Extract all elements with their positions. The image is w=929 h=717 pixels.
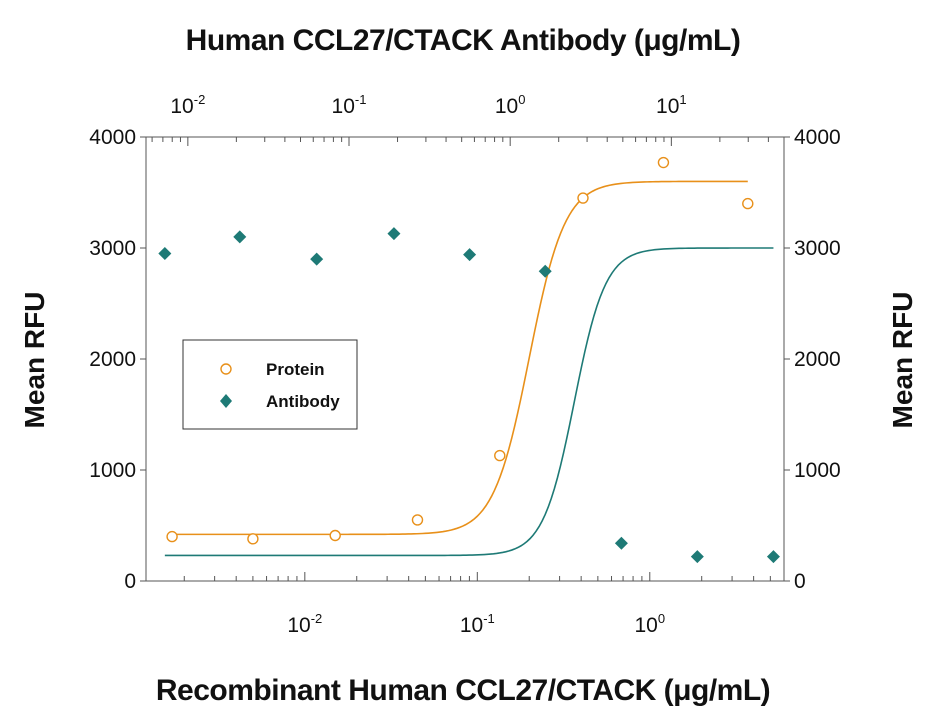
antibody-fit-curve — [164, 247, 774, 557]
left-tick-label: 4000 — [89, 126, 136, 149]
left-axis-label: Mean RFU — [19, 292, 50, 429]
top-tick-exponent: -2 — [194, 92, 206, 107]
bottom-axis-title: Recombinant Human CCL27/CTACK (μg/mL) — [156, 674, 770, 707]
protein-data-point — [494, 449, 506, 462]
legend-antibody-marker — [220, 394, 232, 408]
top-tick-label: 100 — [495, 92, 526, 118]
top-tick-label: 10-2 — [170, 92, 205, 118]
data-points — [158, 156, 780, 564]
protein-data-point — [657, 156, 670, 169]
bottom-tick-label: 100 — [634, 611, 665, 637]
bottom-tick-base: 10 — [287, 614, 310, 637]
top-tick-label: 101 — [656, 92, 687, 118]
protein-data-point — [247, 533, 259, 545]
top-tick-base: 10 — [332, 95, 355, 118]
right-tick-label: 3000 — [794, 237, 841, 260]
protein-fit-curve — [172, 180, 748, 536]
bottom-tick-exponent: -2 — [311, 611, 323, 626]
left-tick-label: 2000 — [89, 348, 136, 371]
left-tick-label: 1000 — [89, 459, 136, 482]
legend-protein-label: Protein — [266, 360, 325, 379]
legend: Protein Antibody — [182, 339, 358, 430]
antibody-data-point — [766, 550, 780, 564]
protein-data-point — [411, 514, 424, 526]
legend-antibody-label: Antibody — [266, 392, 340, 411]
left-axis-ticks: 0 1000 2000 3000 4000 — [89, 126, 146, 593]
bottom-tick-exponent: -1 — [483, 611, 495, 626]
legend-box — [182, 339, 358, 430]
top-tick-base: 10 — [170, 95, 193, 118]
right-tick-label: 4000 — [794, 126, 841, 149]
antibody-data-point — [233, 230, 247, 244]
antibody-data-point — [310, 252, 324, 266]
right-tick-label: 2000 — [794, 348, 841, 371]
right-axis-ticks: 0 1000 2000 3000 4000 — [784, 126, 841, 593]
right-axis-label: Mean RFU — [887, 292, 918, 429]
protein-data-point — [742, 197, 754, 210]
fit-curves — [164, 180, 774, 557]
bottom-tick-label: 10-1 — [460, 611, 495, 637]
bottom-axis-ticks: 10-2 10-1 100 — [287, 611, 665, 637]
protein-data-point — [577, 192, 589, 204]
antibody-data-point — [614, 536, 628, 550]
protein-data-point — [329, 529, 341, 542]
minor-ticks — [151, 137, 785, 581]
top-tick-exponent: 1 — [679, 92, 686, 107]
top-tick-exponent: 0 — [518, 92, 525, 107]
left-tick-label: 3000 — [89, 237, 136, 260]
antibody-data-point — [463, 248, 477, 262]
legend-protein-marker — [220, 363, 232, 375]
top-tick-label: 10-1 — [332, 92, 367, 118]
top-tick-base: 10 — [656, 95, 679, 118]
top-tick-base: 10 — [495, 95, 518, 118]
antibody-data-point — [387, 227, 401, 241]
top-axis-ticks: 10-2 10-1 100 101 — [170, 92, 686, 118]
bottom-tick-label: 10-2 — [287, 611, 322, 637]
bottom-tick-base: 10 — [634, 614, 657, 637]
right-tick-label: 0 — [794, 570, 806, 593]
top-axis-title: Human CCL27/CTACK Antibody (μg/mL) — [186, 24, 741, 57]
antibody-data-point — [158, 247, 172, 261]
antibody-data-point — [690, 550, 704, 564]
top-tick-exponent: -1 — [355, 92, 367, 107]
protein-data-point — [166, 530, 178, 543]
antibody-data-point — [538, 264, 552, 278]
left-tick-label: 0 — [124, 570, 136, 593]
right-tick-label: 1000 — [794, 459, 841, 482]
bottom-tick-exponent: 0 — [658, 611, 665, 626]
bottom-tick-base: 10 — [460, 614, 483, 637]
